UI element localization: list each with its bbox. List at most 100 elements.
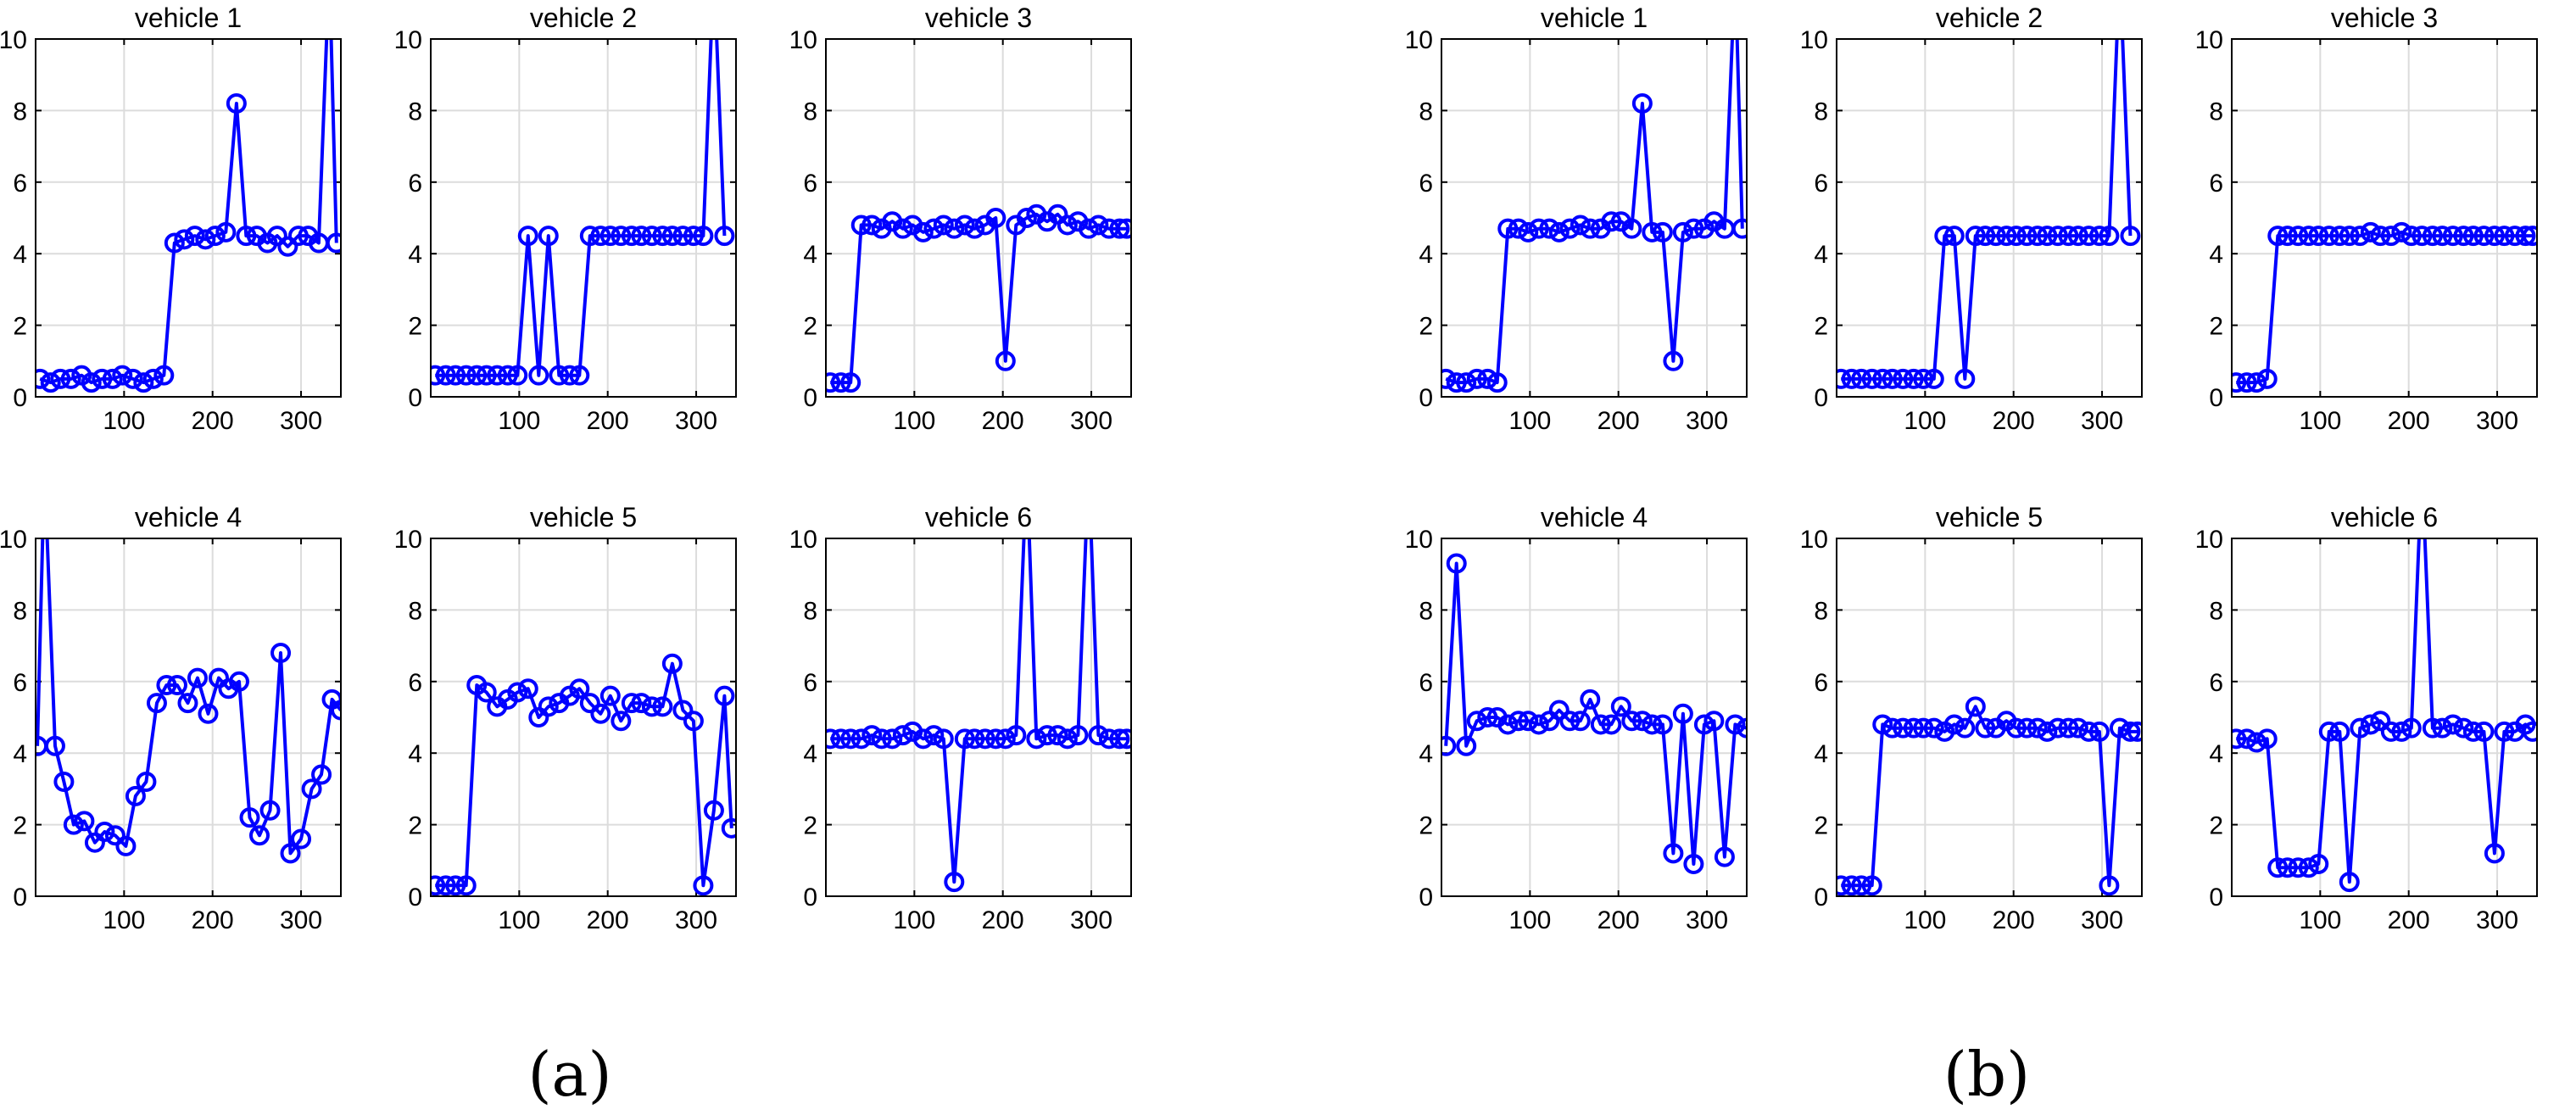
data-point: [204, 226, 226, 247]
data-point: [1703, 711, 1725, 732]
data-point: [569, 678, 590, 700]
data-point: [1441, 735, 1457, 756]
data-point: [2078, 226, 2099, 247]
data-point: [661, 653, 683, 674]
data-point: [1497, 714, 1519, 735]
data-point: [641, 696, 662, 717]
data-point: [435, 365, 456, 386]
x-tick-label: 100: [2299, 906, 2341, 934]
data-point: [1446, 372, 1467, 393]
data-point: [1497, 218, 1519, 239]
y-tick-label: 10: [394, 526, 422, 554]
y-tick-label: 6: [13, 669, 27, 697]
x-tick-label: 100: [498, 407, 540, 435]
data-point: [2329, 721, 2350, 742]
data-point: [2442, 714, 2463, 735]
y-tick-label: 2: [803, 812, 817, 840]
data-point: [2360, 714, 2381, 735]
subplot-title: vehicle 2: [1936, 3, 2043, 33]
series-group: [1837, 39, 2141, 389]
data-point: [1652, 221, 1673, 243]
x-tick-label: 100: [2299, 407, 2341, 435]
data-point: [1872, 368, 1893, 389]
data-point: [590, 703, 611, 724]
x-tick-label: 300: [2476, 906, 2518, 934]
data-point: [112, 365, 133, 386]
data-point: [1672, 703, 1693, 724]
data-point: [266, 226, 287, 247]
data-point: [1954, 368, 1976, 389]
data-point: [2318, 226, 2339, 247]
y-tick-label: 10: [1800, 26, 1828, 54]
series-group: [431, 39, 735, 386]
y-tick-label: 4: [13, 740, 27, 768]
data-point: [517, 226, 538, 247]
data-point: [2088, 226, 2110, 247]
x-tick-label: 300: [2476, 407, 2518, 435]
data-point: [1954, 717, 1976, 739]
data-point: [1088, 725, 1109, 746]
data-point: [2473, 721, 2495, 742]
data-point: [1518, 221, 1539, 243]
data-point: [2453, 717, 2474, 739]
data-point: [1872, 714, 1893, 735]
data-point: [693, 875, 714, 896]
data-point: [944, 872, 965, 893]
data-point: [1601, 211, 1622, 232]
data-point: [714, 685, 735, 706]
data-point: [912, 221, 934, 243]
data-point: [184, 226, 205, 247]
data-point: [2099, 875, 2120, 896]
data-point: [1851, 368, 1872, 389]
data-point: [2047, 717, 2068, 739]
x-tick-label: 100: [1508, 407, 1551, 435]
y-tick-label: 0: [803, 884, 817, 912]
data-point: [1456, 372, 1477, 393]
plot-area: [36, 39, 341, 397]
axes-box: [825, 38, 1132, 398]
data-point: [882, 728, 903, 750]
data-point: [122, 368, 143, 389]
data-point: [2453, 226, 2474, 247]
data-point: [569, 365, 590, 386]
data-point: [1837, 875, 1852, 896]
data-point: [621, 226, 642, 247]
data-point: [1642, 714, 1663, 735]
data-point: [1109, 218, 1130, 239]
data-point: [445, 365, 466, 386]
data-point: [1683, 854, 1704, 875]
data-point: [2267, 857, 2289, 878]
series-group: [1441, 39, 1747, 393]
data-point: [1903, 368, 1924, 389]
data-point: [1508, 711, 1529, 732]
data-point: [1528, 714, 1549, 735]
data-point: [933, 728, 954, 750]
data-point: [1508, 218, 1529, 239]
data-point: [1477, 368, 1498, 389]
data-point: [703, 800, 724, 821]
data-point: [985, 208, 1006, 228]
data-point: [2067, 717, 2088, 739]
data-point: [1518, 711, 1539, 732]
subplot-title: vehicle 3: [2331, 3, 2438, 33]
data-point: [44, 735, 65, 756]
data-point: [721, 817, 736, 839]
data-point: [60, 368, 81, 389]
y-tick-label: 8: [1419, 597, 1433, 625]
data-point: [1663, 350, 1684, 371]
data-point: [1078, 218, 1099, 239]
data-point: [599, 226, 621, 247]
data-point: [94, 822, 115, 843]
series-group: [36, 538, 341, 864]
data-point: [2391, 721, 2412, 742]
data-point: [1672, 221, 1693, 243]
data-point: [2067, 226, 2088, 247]
data-point: [2432, 226, 2453, 247]
data-point: [830, 372, 851, 393]
series-group: [826, 203, 1131, 393]
axes-box: [2231, 38, 2538, 398]
data-point: [1057, 728, 1078, 750]
data-point: [861, 215, 883, 236]
data-point: [2120, 721, 2141, 742]
data-point: [2380, 226, 2401, 247]
